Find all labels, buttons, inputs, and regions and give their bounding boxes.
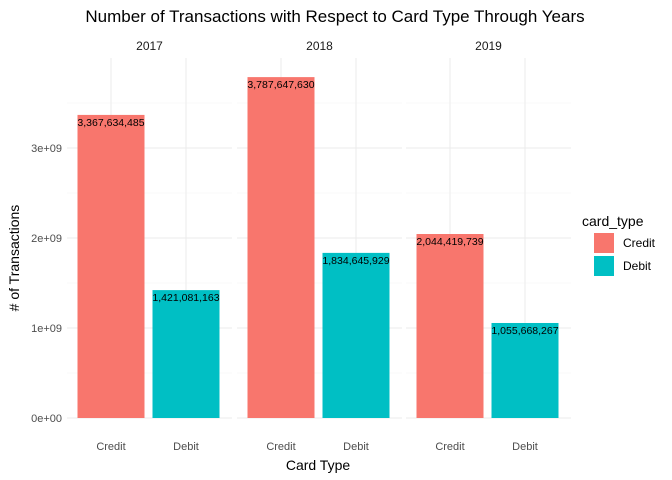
legend-title: card_type [582, 213, 644, 229]
x-tick-label: Debit [512, 441, 538, 453]
x-tick-label: Credit [266, 441, 295, 453]
y-tick-label: 1e+09 [31, 323, 62, 335]
bar-2019-debit [491, 322, 559, 418]
facet-label: 2018 [306, 39, 333, 53]
facet-label: 2017 [136, 39, 163, 53]
bar-2018-debit [322, 252, 390, 418]
legend-label: Debit [623, 259, 652, 273]
data-label: 2,044,419,739 [416, 236, 483, 248]
facet-panel-2019: 2019 2,044,419,739 Credit 1,055,668,267 Debi… [406, 39, 571, 453]
data-label: 1,834,645,929 [322, 255, 389, 267]
x-axis-title: Card Type [286, 457, 351, 473]
facet-panel-2017: 2017 3,367,634,485 Credit 1,421,081,163 Debi… [67, 39, 232, 453]
data-label: 3,367,634,485 [77, 117, 144, 129]
facet-panel-2018: 2018 3,787,647,630 Credit 1,834,645,929 Debi… [237, 39, 402, 453]
data-label: 1,421,081,163 [152, 292, 219, 304]
x-tick-label: Credit [96, 441, 125, 453]
bar-2018-credit [247, 77, 315, 419]
legend-label: Credit [623, 236, 656, 250]
legend-swatch-debit [594, 256, 614, 276]
legend-swatch-credit [594, 233, 614, 253]
facet-label: 2019 [475, 39, 502, 53]
facet-panels: 2017 3,367,634,485 Credit 1,421,081,163 Debi… [67, 39, 571, 453]
x-tick-label: Credit [435, 441, 464, 453]
legend: card_type Credit Debit [582, 213, 656, 276]
data-label: 3,787,647,630 [247, 79, 314, 91]
y-axis-title: # of Transactions [6, 205, 22, 312]
data-label: 1,055,668,267 [491, 325, 558, 337]
x-tick-label: Debit [173, 441, 199, 453]
x-tick-label: Debit [343, 441, 369, 453]
bar-2017-debit [152, 290, 220, 418]
y-tick-label: 2e+09 [31, 233, 62, 245]
bar-2019-credit [416, 234, 484, 418]
y-axis: 0e+00 1e+09 2e+09 3e+09 [31, 143, 62, 425]
bar-2017-credit [77, 114, 145, 418]
chart-title: Number of Transactions with Respect to C… [85, 7, 584, 26]
y-tick-label: 3e+09 [31, 143, 62, 155]
y-tick-label: 0e+00 [31, 413, 62, 425]
